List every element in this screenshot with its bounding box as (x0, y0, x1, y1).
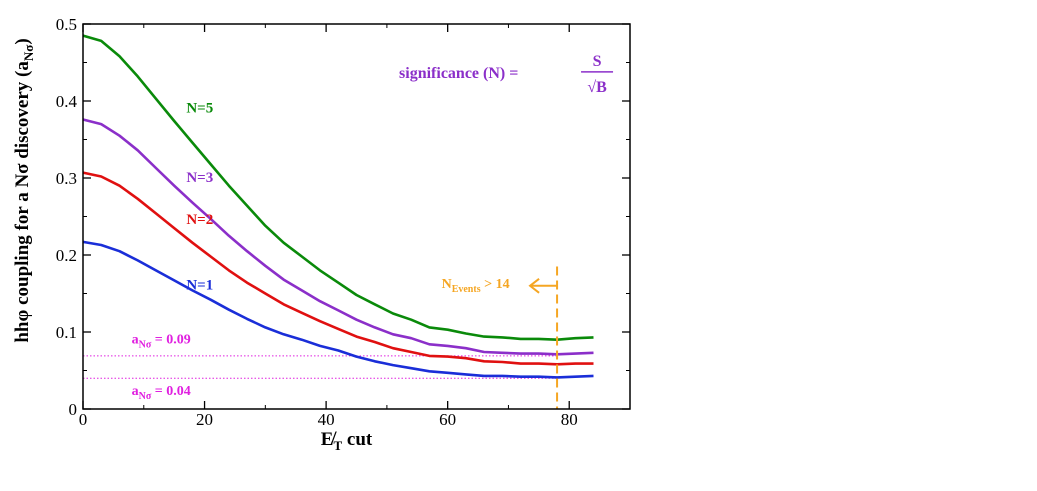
formula-text: significance (N) = (399, 65, 518, 82)
y-axis-title-text: hhφ coupling for a Nσ discovery (aNσ) (12, 38, 36, 342)
y-tick-label: 0 (69, 400, 78, 419)
reference-line-label: aNσ = 0.09 (132, 333, 191, 351)
curve-label: N=5 (186, 101, 213, 117)
formula-numerator: S (593, 53, 602, 70)
formula-denominator: √B (587, 79, 607, 96)
x-tick-label: 40 (318, 410, 335, 429)
curve-label: N=1 (186, 278, 213, 294)
y-tick-label: 0.5 (56, 15, 77, 34)
y-tick-label: 0.4 (56, 92, 78, 111)
series-line-n5 (82, 34, 594, 342)
plot-area: aNσ = 0.09 aNσ = 0.04 N=5 N=3 N=2 N=1 NEvents … (82, 34, 614, 409)
curve-label: N=2 (186, 212, 213, 228)
x-tick-label: 60 (439, 410, 456, 429)
cut-arrow-head (528, 278, 540, 294)
y-tick-label: 0.3 (56, 169, 77, 188)
curve-label: N=3 (186, 170, 213, 186)
x-tick-label: 0 (79, 410, 88, 429)
series-line-n2 (82, 171, 594, 366)
x-axis-title: E̸T cut (321, 429, 373, 453)
axis-ticks: 0 20 40 60 80 0 0.1 0.2 0.3 0.4 0.5 (56, 15, 630, 429)
series-line-n1 (82, 240, 594, 379)
cut-label: NEvents > 14 (442, 277, 510, 295)
y-tick-label: 0.2 (56, 246, 77, 265)
y-tick-label: 0.1 (56, 323, 77, 342)
reference-line-label: aNσ = 0.04 (132, 384, 191, 402)
x-tick-label: 80 (561, 410, 578, 429)
series-line-n3 (82, 118, 594, 356)
x-tick-label: 20 (196, 410, 213, 429)
y-axis-title: hhφ coupling for a Nσ discovery (aNσ) (12, 38, 36, 342)
